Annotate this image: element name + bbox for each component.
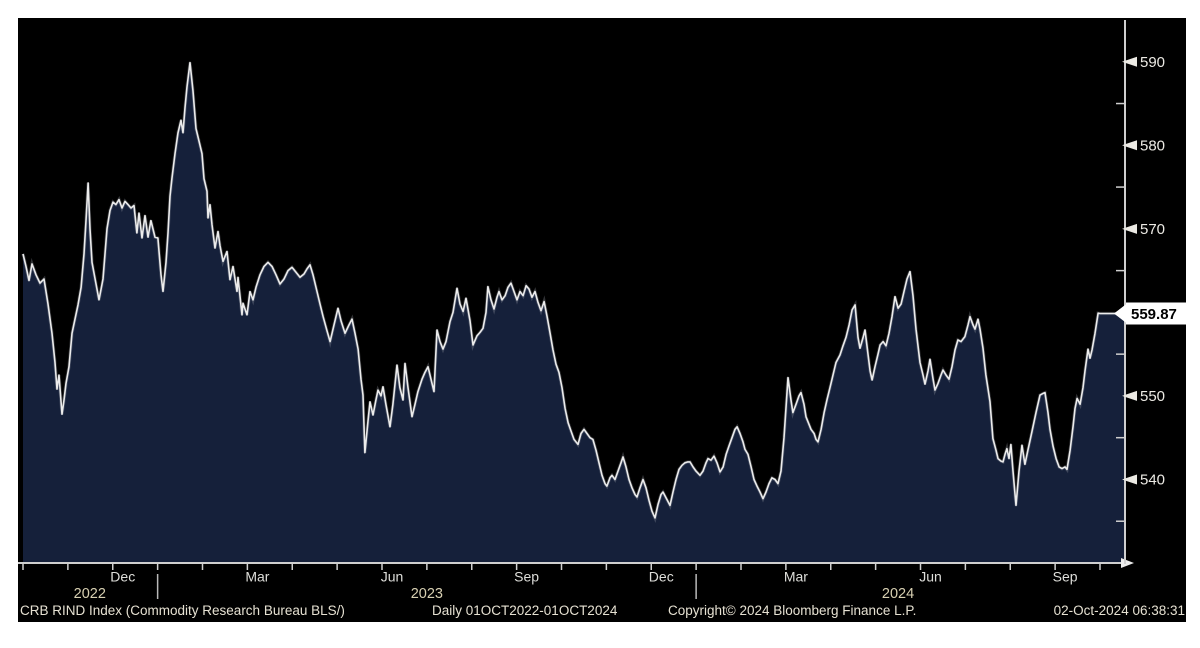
plot-area[interactable] (23, 20, 1125, 563)
year-label: 2022 (74, 586, 106, 602)
footer-copyright: Copyright© 2024 Bloomberg Finance L.P. (668, 603, 916, 618)
month-label: Sep (1053, 569, 1078, 585)
y-tick-label: 550 (1140, 388, 1165, 405)
month-label: Jun (919, 569, 942, 585)
month-label: Mar (245, 569, 269, 585)
y-tick-label: 540 (1140, 471, 1165, 488)
x-axis: Dec Mar Jun Sep Dec Mar Jun Sep 2022 2023 2024 (18, 558, 1134, 602)
y-major-tick-arrow-icon (1122, 223, 1137, 234)
last-value-label: 559.87 (1114, 302, 1187, 325)
y-tick-label: 570 (1140, 221, 1165, 238)
month-label: Mar (784, 569, 808, 585)
price-line (22, 61, 1125, 519)
month-label: Jun (381, 569, 404, 585)
footer-timestamp: 02-Oct-2024 06:38:31 (1054, 603, 1185, 618)
footer-security-title: CRB RIND Index (Commodity Research Burea… (20, 603, 345, 618)
price-area-fill (23, 62, 1125, 563)
month-label: Dec (649, 569, 674, 585)
last-value-box (1126, 302, 1187, 325)
y-tick-label: 580 (1140, 137, 1165, 154)
last-value-text: 559.87 (1131, 306, 1177, 323)
last-value-arrow (1114, 303, 1127, 324)
y-major-tick-arrow-icon (1122, 56, 1137, 67)
year-label: 2023 (411, 586, 443, 602)
footer-bar: CRB RIND Index (Commodity Research Burea… (20, 603, 1185, 618)
y-axis: 540550560570580590 (1116, 20, 1165, 564)
month-label: Dec (110, 569, 135, 585)
y-major-tick-arrow-icon (1122, 140, 1137, 151)
footer-period: Daily 01OCT2022-01OCT2024 (432, 603, 618, 618)
year-label: 2024 (882, 586, 914, 602)
y-major-tick-arrow-icon (1122, 474, 1137, 485)
y-major-tick-arrow-icon (1122, 390, 1137, 401)
y-tick-label: 590 (1140, 54, 1165, 71)
month-label: Sep (514, 569, 539, 585)
